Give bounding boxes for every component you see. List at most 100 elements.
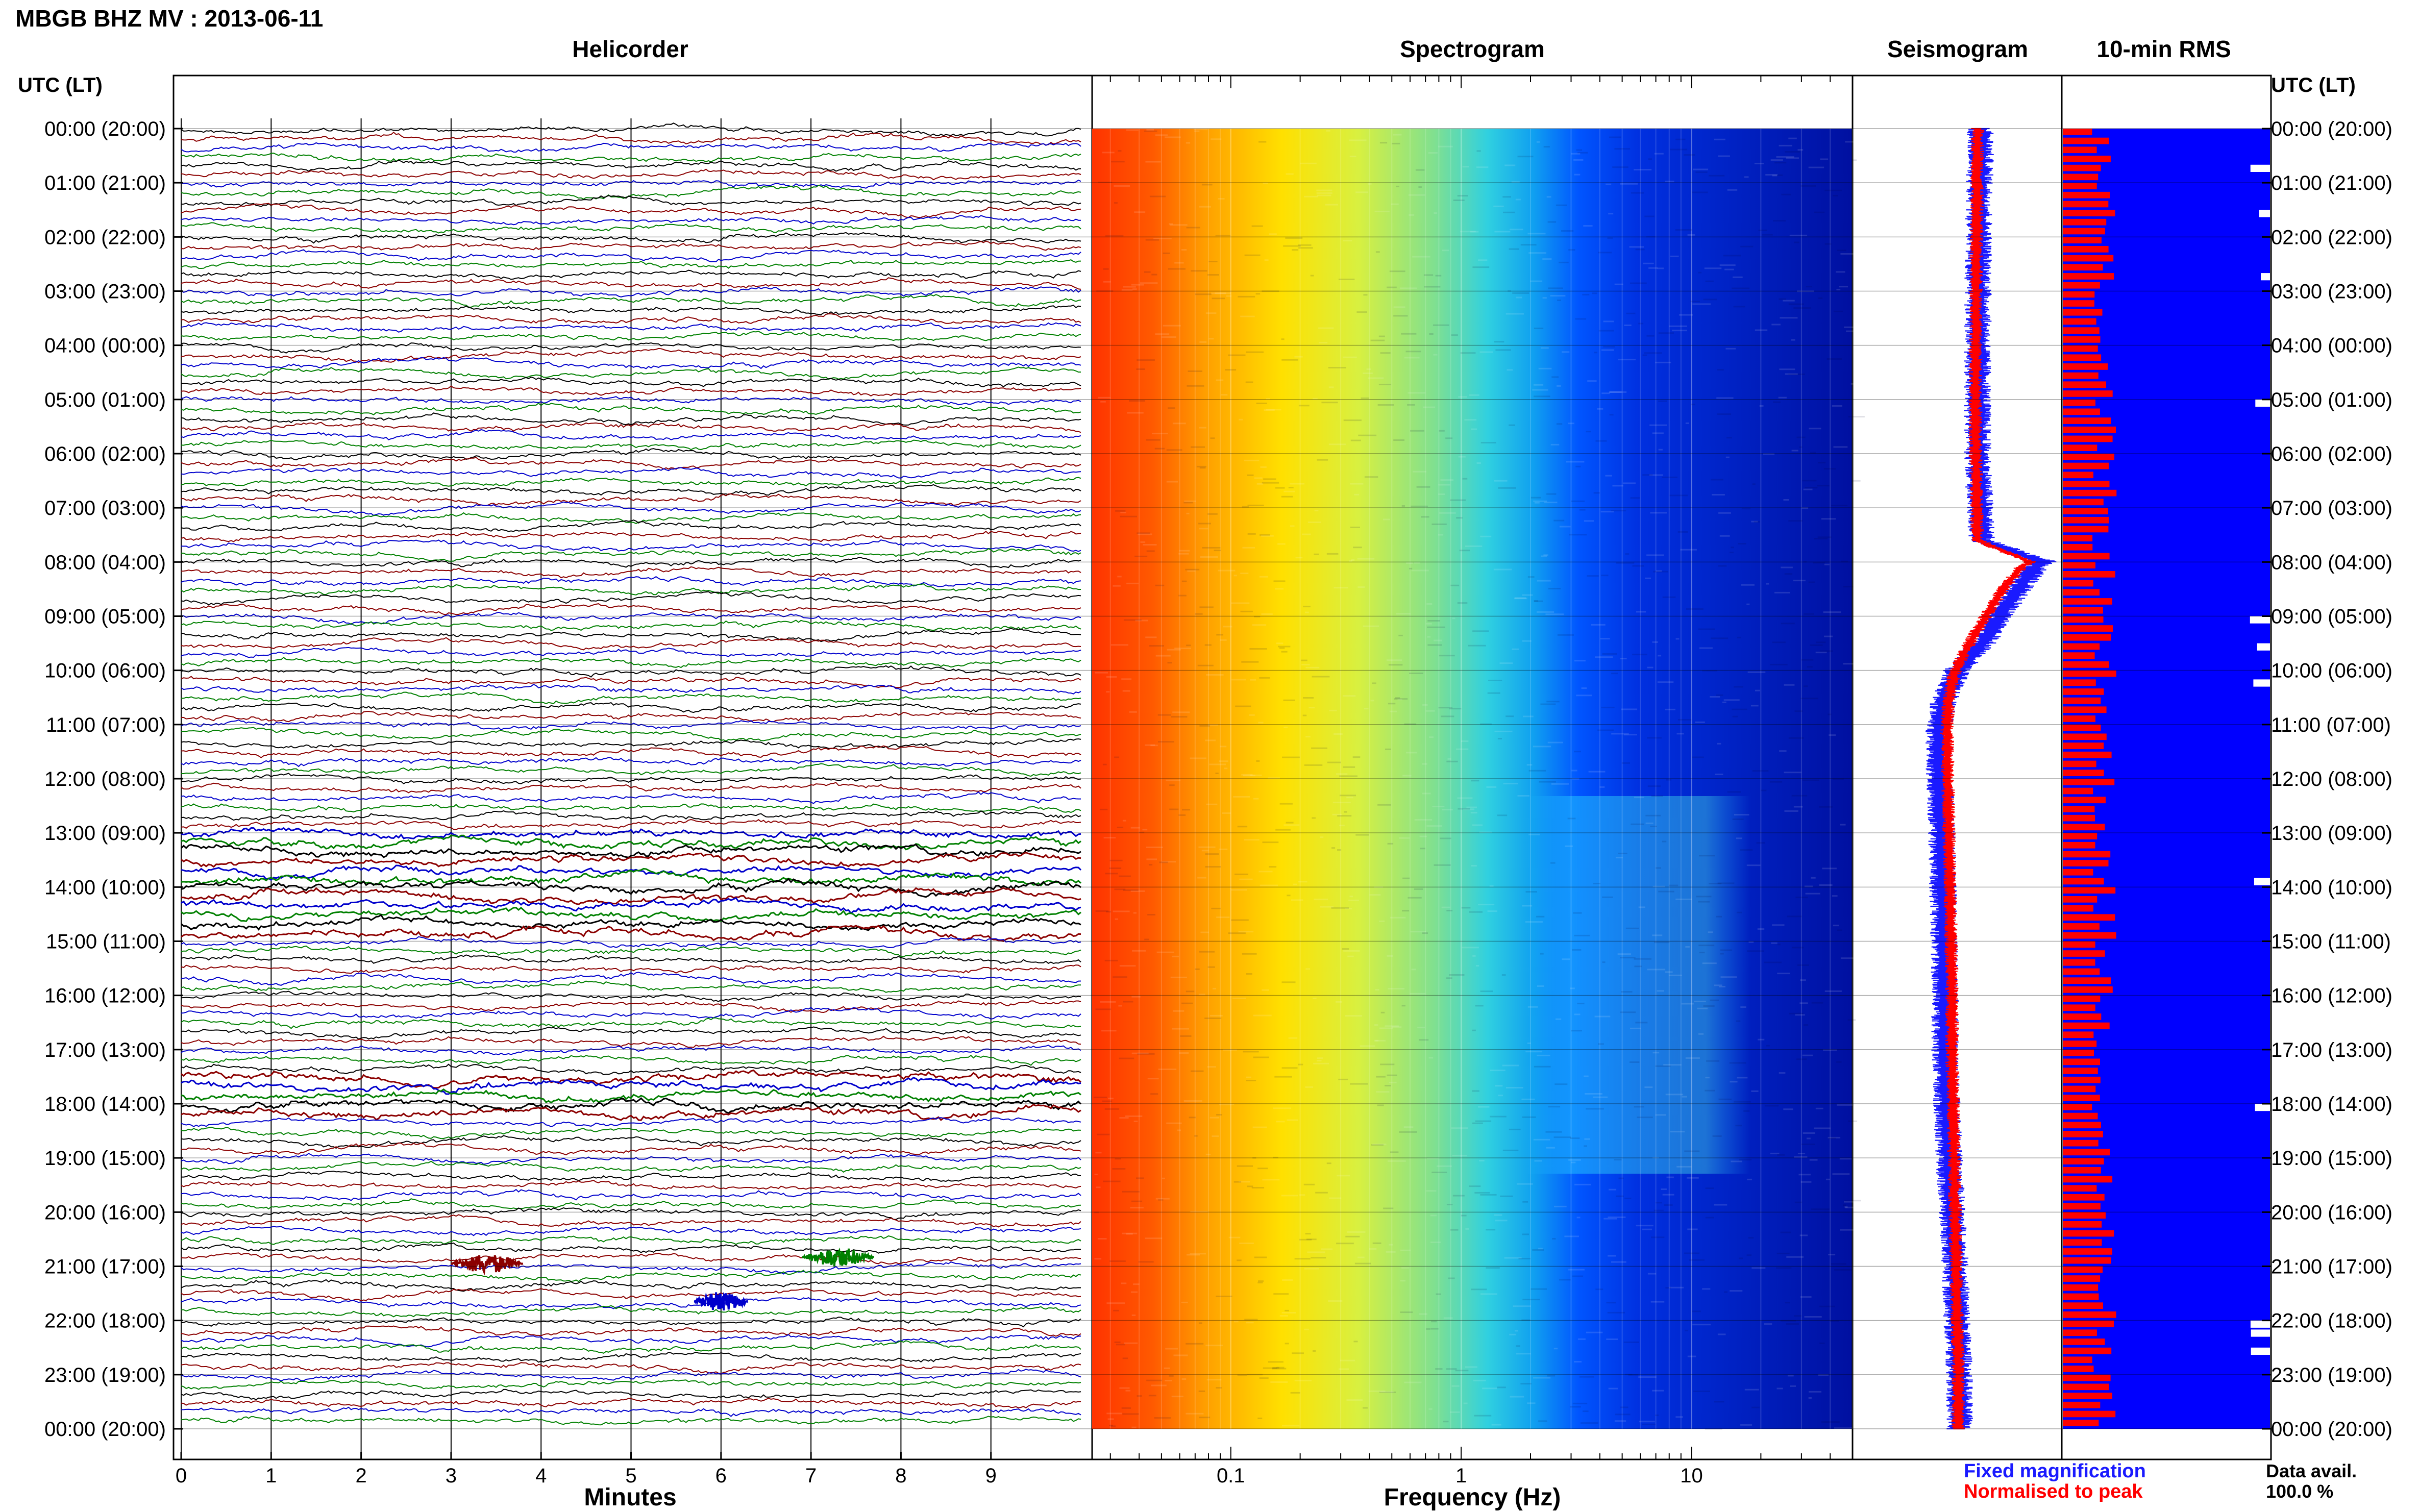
helicorder-trace bbox=[181, 493, 1081, 507]
helicorder-trace bbox=[181, 1317, 1081, 1328]
helicorder-trace bbox=[181, 657, 1081, 668]
spectrogram-speckle bbox=[1512, 292, 1529, 294]
spectrogram-speckle bbox=[1594, 352, 1597, 354]
spectrogram-speckle bbox=[1845, 1206, 1864, 1208]
spectrogram-speckle bbox=[1457, 195, 1468, 197]
spectrogram-speckle bbox=[1515, 1330, 1518, 1332]
spectrogram-speckle bbox=[1407, 404, 1415, 406]
spectrogram-speckle bbox=[1670, 148, 1688, 151]
spectrogram-speckle bbox=[1375, 1039, 1386, 1042]
rms-bar bbox=[2063, 499, 2104, 506]
spectrogram-speckle bbox=[1331, 907, 1349, 909]
spectrogram-speckle bbox=[1785, 151, 1800, 153]
spectrogram-speckle bbox=[1799, 1002, 1808, 1004]
spectrogram-speckle bbox=[1390, 1151, 1399, 1153]
spectrogram-speckle bbox=[1521, 1319, 1531, 1321]
spectrogram-speckle bbox=[1353, 547, 1362, 549]
spectrogram-speckle bbox=[1136, 368, 1145, 370]
spectrogram-speckle bbox=[1119, 1387, 1130, 1389]
spectrogram-speckle bbox=[1646, 554, 1664, 556]
helicorder-trace bbox=[181, 566, 1081, 579]
spectrogram-speckle bbox=[1313, 1350, 1316, 1352]
rms-bar bbox=[2063, 372, 2099, 379]
spectrogram-speckle bbox=[1764, 1323, 1772, 1325]
spectrogram-speckle bbox=[1158, 741, 1174, 743]
spectrogram-speckle bbox=[1211, 138, 1222, 140]
spectrogram-speckle bbox=[1634, 1106, 1644, 1108]
spectrogram-speckle bbox=[1532, 1249, 1544, 1251]
spectrogram-speckle bbox=[1705, 1428, 1722, 1430]
spectrogram-speckle bbox=[1772, 924, 1785, 926]
spectrogram-speckle bbox=[1764, 961, 1782, 963]
spectrogram-speckle bbox=[1652, 1157, 1659, 1159]
spectrogram-speckle bbox=[1834, 1269, 1852, 1271]
spectrogram-speckle bbox=[1352, 756, 1361, 758]
spectrogram-speckle bbox=[1273, 1293, 1289, 1295]
spectrogram-speckle bbox=[1528, 833, 1540, 835]
spectrogram-speckle bbox=[1546, 196, 1551, 198]
spectrogram-speckle bbox=[1426, 1190, 1437, 1192]
spectrogram-speckle bbox=[1406, 562, 1413, 564]
spectrogram-speckle bbox=[1182, 809, 1191, 811]
rms-bar bbox=[2063, 607, 2103, 614]
spectrogram-speckle bbox=[1611, 510, 1626, 512]
spectrogram-speckle bbox=[1783, 1108, 1793, 1110]
spectrogram-speckle bbox=[1450, 584, 1460, 586]
helicorder-trace bbox=[181, 878, 1081, 898]
spectrogram-speckle bbox=[1647, 969, 1666, 971]
spectrogram-speckle bbox=[1731, 1160, 1742, 1162]
spectrogram-speckle bbox=[1256, 403, 1267, 404]
time-label-right: 06:00 (02:00) bbox=[2271, 443, 2392, 465]
rms-gap-mark bbox=[2254, 878, 2270, 885]
spectrogram-speckle bbox=[1237, 826, 1248, 828]
spectrogram-speckle bbox=[1281, 1067, 1298, 1069]
rms-bar bbox=[2063, 1076, 2101, 1083]
spectrogram-speckle bbox=[1720, 953, 1724, 955]
spectrogram-speckle bbox=[1817, 485, 1830, 487]
spectrogram-speckle bbox=[1803, 488, 1813, 490]
spectrogram-speckle bbox=[1212, 298, 1225, 300]
spectrogram-speckle bbox=[1781, 193, 1791, 195]
spectrogram-speckle bbox=[1801, 659, 1814, 661]
spectrogram-speckle bbox=[1572, 949, 1582, 951]
spectrogram-speckle bbox=[1473, 1379, 1486, 1381]
spectrogram-speckle bbox=[1572, 1275, 1584, 1277]
spectrogram-speckle bbox=[1239, 878, 1253, 880]
spectrogram-speckle bbox=[1275, 829, 1291, 831]
spectrogram-speckle bbox=[1557, 300, 1561, 301]
rms-bar bbox=[2063, 1085, 2096, 1093]
spectrogram-speckle bbox=[1482, 1387, 1497, 1390]
spectrogram-speckle bbox=[1675, 638, 1680, 640]
spectrogram-speckle bbox=[1343, 695, 1356, 697]
spectrogram-speckle bbox=[1656, 1202, 1662, 1204]
spectrogram-speckle bbox=[1804, 885, 1813, 887]
spectrogram-speckle bbox=[1794, 710, 1803, 712]
spectrogram-speckle bbox=[1313, 1062, 1329, 1064]
spectrogram-speckle bbox=[1655, 1415, 1659, 1416]
spectrogram-speckle bbox=[1710, 999, 1719, 1001]
rms-bar bbox=[2063, 706, 2107, 713]
spectrogram-speckle bbox=[1630, 282, 1647, 284]
spectrogram-speckle bbox=[1811, 1002, 1823, 1004]
spectrogram-speckle bbox=[1370, 700, 1374, 702]
spectrogram-speckle bbox=[1548, 287, 1563, 289]
helicorder-trace bbox=[181, 576, 1081, 587]
spectrogram-speckle bbox=[1173, 1354, 1188, 1356]
spectrogram-speckle bbox=[1750, 705, 1759, 707]
spectrogram-speckle bbox=[1514, 598, 1527, 600]
spectrogram-speckle bbox=[1231, 602, 1250, 604]
spectrogram-speckle bbox=[1409, 567, 1413, 569]
spectrogram-speckle bbox=[1475, 1120, 1492, 1122]
spectrogram-speckle bbox=[1516, 296, 1522, 299]
spectrogram-speckle bbox=[1658, 449, 1663, 451]
spectrogram-speckle bbox=[1550, 443, 1560, 445]
rms-bar bbox=[2063, 760, 2096, 767]
spectrogram-speckle bbox=[1734, 686, 1743, 688]
spectrogram-speckle bbox=[1650, 1301, 1665, 1303]
time-label-right: 21:00 (17:00) bbox=[2271, 1256, 2392, 1278]
spectrogram-speckle bbox=[1404, 723, 1417, 725]
helicorder-trace bbox=[181, 122, 1081, 137]
spectrogram-speckle bbox=[1642, 474, 1653, 476]
rms-bar bbox=[2063, 489, 2117, 497]
helicorder-trace bbox=[181, 887, 1081, 905]
